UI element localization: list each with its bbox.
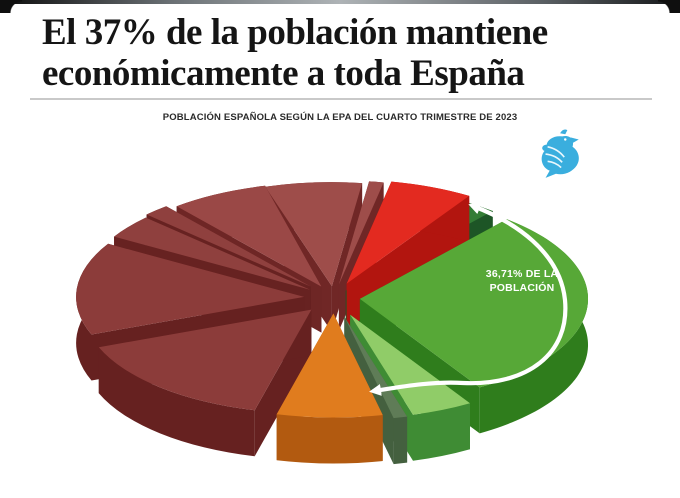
slice-outer-wall (98, 347, 255, 457)
griffin-logo (541, 129, 579, 178)
slice-top-face (265, 182, 363, 287)
griffin-body (541, 135, 579, 178)
griffin-eye (564, 138, 567, 141)
slice-top-face (98, 309, 312, 411)
headline-line-2: económicamente a toda España (42, 53, 525, 94)
headline-divider (30, 98, 652, 100)
griffin-beak (570, 137, 579, 144)
slice-outer-wall (393, 416, 408, 465)
pie-slice-menores (98, 309, 312, 457)
slice-top-face (176, 185, 322, 287)
slice-top-face (146, 206, 311, 287)
screen-corner-right (658, 0, 680, 13)
pie-slice-a_sueldo (276, 313, 383, 464)
population-annotation-arrow (369, 202, 568, 396)
slice-outer-wall (413, 403, 470, 461)
headline-line-1: El 37% de la población mantiene (42, 12, 548, 53)
headline: El 37% de la población mantiene económic… (42, 12, 548, 94)
slice-top-face (114, 217, 311, 290)
slice-top-face (276, 313, 383, 418)
slice-top-face (76, 243, 305, 335)
griffin-wing-feathers (545, 145, 565, 169)
callout-line-1: 36,71% DE LA (485, 268, 559, 280)
screen-corner-left (0, 0, 22, 13)
slice-outer-wall (276, 414, 383, 464)
screen-top-edge (0, 0, 680, 4)
griffin-crest (560, 129, 568, 135)
chart-title: POBLACIÓN ESPAÑOLA SEGÚN LA EPA DEL CUAR… (162, 112, 518, 123)
population-share-callout: 36,71% DE LA POBLACIÓN (457, 268, 587, 295)
callout-line-2: POBLACIÓN (489, 281, 555, 294)
